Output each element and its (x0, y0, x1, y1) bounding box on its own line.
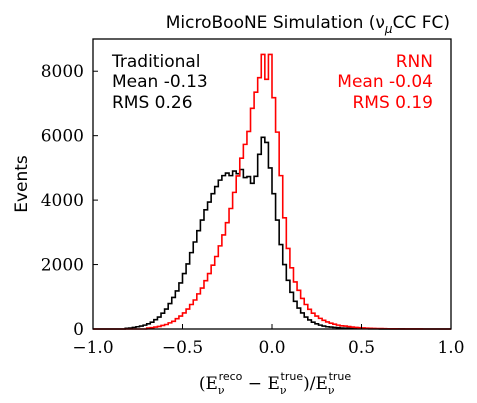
x-tick-label: 0.0 (258, 338, 285, 358)
y-tick-label: 2000 (41, 256, 84, 276)
x-axis-label: (Eνreco − Eνtrue)/Eνtrue (199, 370, 352, 397)
series-traditional-step-line (93, 136, 451, 330)
x-label-reco: reco (219, 370, 243, 383)
legend-rnn-mean: Mean -0.04 (337, 72, 433, 92)
y-tick-label: 0 (73, 320, 84, 340)
x-tick-label: 0.5 (348, 338, 375, 358)
x-label-close: )/E (303, 374, 328, 394)
chart-title-subscript: μ (384, 22, 393, 36)
chart-title: MicroBooNE Simulation (νμCC FC) (166, 13, 450, 36)
chart-title-main: MicroBooNE Simulation (ν (166, 13, 385, 33)
legend-rnn-name: RNN (396, 52, 433, 72)
x-label-nu3: ν (328, 384, 335, 397)
y-tick-label: 4000 (41, 191, 84, 211)
legend-traditional-mean: Mean -0.13 (112, 72, 208, 92)
legend-rnn: RNN Mean -0.04 RMS 0.19 (337, 52, 433, 113)
x-label-nu2: ν (280, 384, 287, 397)
legend-traditional-name: Traditional (111, 52, 201, 72)
legend-rnn-rms: RMS 0.19 (352, 93, 433, 113)
x-tick-label: −1.0 (72, 338, 113, 358)
x-tick-label: −0.5 (162, 338, 203, 358)
y-axis-label: Events (12, 155, 32, 213)
x-tick-label: 1.0 (437, 338, 464, 358)
x-label-minus: − E (242, 374, 279, 394)
ticks-layer: −1.0 −0.5 0.0 0.5 1.0 0 2000 4000 6000 8000 (41, 62, 465, 358)
legend-traditional-rms: RMS 0.26 (112, 93, 193, 113)
x-label-true2: true (329, 370, 352, 383)
y-tick-label: 8000 (41, 62, 84, 82)
legend-traditional: Traditional Mean -0.13 RMS 0.26 (111, 52, 208, 113)
y-tick-label: 6000 (41, 127, 84, 147)
x-label-nu1: ν (218, 384, 225, 397)
x-label-open: (E (199, 374, 218, 394)
x-label-true1: true (281, 370, 304, 383)
chart-title-tail: CC FC) (393, 13, 450, 33)
